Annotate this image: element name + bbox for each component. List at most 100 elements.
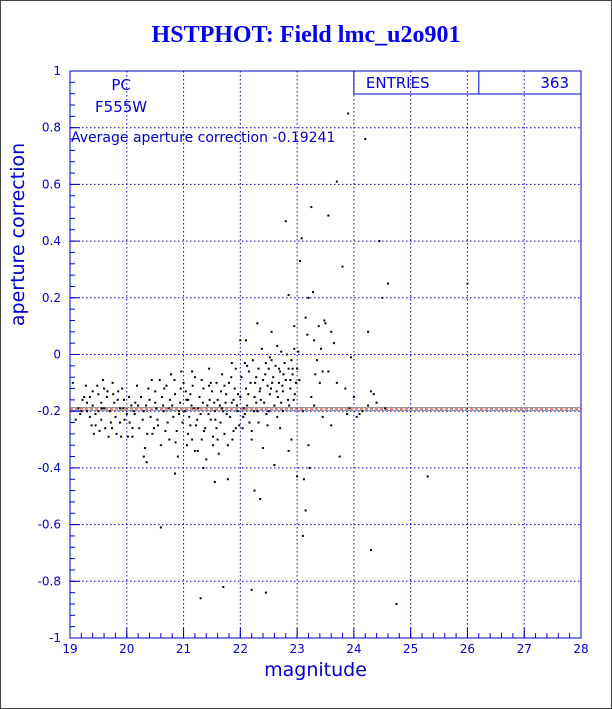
data-point bbox=[291, 373, 294, 376]
data-point bbox=[155, 407, 158, 410]
data-point bbox=[279, 427, 282, 430]
data-point bbox=[86, 410, 89, 413]
data-point bbox=[201, 401, 204, 404]
data-point bbox=[283, 362, 286, 365]
y-tick-label: 0 bbox=[53, 348, 61, 362]
data-point bbox=[176, 455, 179, 458]
data-point bbox=[173, 379, 176, 382]
data-point bbox=[304, 509, 307, 512]
data-point bbox=[149, 415, 152, 418]
data-point bbox=[281, 410, 284, 413]
data-point bbox=[245, 339, 248, 342]
data-point bbox=[246, 404, 249, 407]
y-tick-label: -0.8 bbox=[38, 574, 61, 588]
data-point bbox=[367, 404, 370, 407]
data-point bbox=[154, 390, 157, 393]
data-point bbox=[191, 438, 194, 441]
x-axis-label: magnitude bbox=[264, 659, 367, 681]
data-point bbox=[100, 407, 103, 410]
data-point bbox=[369, 549, 372, 552]
data-point bbox=[174, 472, 177, 475]
data-point bbox=[290, 359, 293, 362]
data-point bbox=[250, 588, 253, 591]
x-tick-label: 27 bbox=[517, 642, 532, 656]
data-point bbox=[264, 373, 267, 376]
data-point bbox=[223, 432, 226, 435]
x-tick-label: 25 bbox=[403, 642, 418, 656]
data-point bbox=[156, 418, 159, 421]
data-point bbox=[226, 444, 229, 447]
data-point bbox=[145, 404, 148, 407]
data-point bbox=[77, 407, 80, 410]
data-point bbox=[121, 387, 124, 390]
data-point bbox=[287, 449, 290, 452]
data-point bbox=[321, 415, 324, 418]
data-point bbox=[314, 373, 317, 376]
data-point bbox=[80, 410, 83, 413]
data-point bbox=[270, 330, 273, 333]
data-point bbox=[274, 364, 277, 367]
data-point bbox=[310, 206, 313, 209]
data-point bbox=[218, 404, 221, 407]
data-point bbox=[196, 418, 199, 421]
data-point bbox=[220, 390, 223, 393]
data-point bbox=[178, 410, 181, 413]
data-point bbox=[279, 370, 282, 373]
data-point bbox=[256, 322, 259, 325]
data-point bbox=[117, 390, 120, 393]
data-point bbox=[395, 602, 398, 605]
data-point bbox=[120, 435, 123, 438]
tick-labels: 19 20 21 22 23 24 25 26 27 28 -1 -0.8 -0.6 -0.4 -0.2 0 0… bbox=[38, 64, 589, 656]
data-point bbox=[219, 421, 222, 424]
data-point bbox=[193, 376, 196, 379]
data-point bbox=[288, 404, 291, 407]
data-point bbox=[215, 427, 218, 430]
data-point bbox=[289, 379, 292, 382]
data-point bbox=[291, 367, 294, 370]
data-point bbox=[301, 410, 304, 413]
data-point bbox=[210, 390, 213, 393]
data-point bbox=[259, 398, 262, 401]
data-point bbox=[245, 387, 248, 390]
data-point bbox=[246, 364, 249, 367]
data-point bbox=[293, 347, 296, 350]
data-point bbox=[214, 418, 217, 421]
data-point bbox=[115, 432, 118, 435]
data-point bbox=[293, 325, 296, 328]
chart-title: HSTPHOT: Field lmc_u2o901 bbox=[151, 22, 461, 48]
data-point bbox=[139, 396, 142, 399]
filter-label: F555W bbox=[95, 98, 147, 116]
data-point bbox=[151, 432, 154, 435]
data-point bbox=[298, 259, 301, 262]
y-tick-label: -1 bbox=[49, 631, 61, 645]
x-tick-label: 26 bbox=[460, 642, 475, 656]
x-tick-label: 20 bbox=[119, 642, 134, 656]
data-point bbox=[133, 413, 136, 416]
data-point bbox=[187, 398, 190, 401]
data-point bbox=[103, 407, 106, 410]
data-point bbox=[277, 381, 280, 384]
data-point bbox=[378, 240, 381, 243]
data-point bbox=[225, 413, 228, 416]
data-point bbox=[275, 390, 278, 393]
data-point bbox=[358, 413, 361, 416]
data-point bbox=[281, 390, 284, 393]
data-point bbox=[91, 390, 94, 393]
grid-lines bbox=[70, 71, 581, 638]
data-point bbox=[273, 464, 276, 467]
data-point bbox=[162, 410, 165, 413]
data-point bbox=[276, 396, 279, 399]
data-point bbox=[205, 458, 208, 461]
data-point bbox=[223, 384, 226, 387]
data-point bbox=[253, 396, 256, 399]
data-point bbox=[154, 401, 157, 404]
data-point bbox=[243, 362, 246, 365]
data-point bbox=[143, 447, 146, 450]
data-point bbox=[142, 455, 145, 458]
data-point bbox=[132, 410, 135, 413]
data-point bbox=[222, 410, 225, 413]
data-point bbox=[255, 376, 258, 379]
data-point bbox=[294, 381, 297, 384]
data-point bbox=[267, 367, 270, 370]
data-point bbox=[138, 427, 141, 430]
